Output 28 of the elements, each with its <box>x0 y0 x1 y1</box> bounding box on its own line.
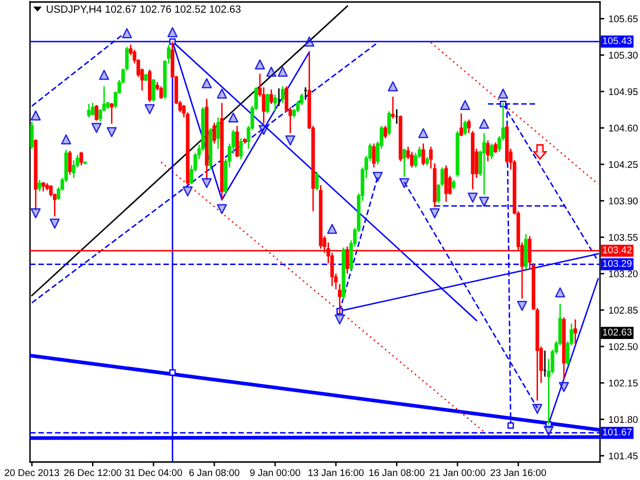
ref-line-label: 103.29 <box>603 260 632 267</box>
x-tick-label: 21 Jan 00:00 <box>430 469 486 476</box>
y-tick-label: 102.15 <box>609 380 638 387</box>
y-tick-label: 103.90 <box>609 198 638 204</box>
y-tick-label: 101.80 <box>609 416 638 423</box>
y-tick-label: 104.60 <box>609 124 638 132</box>
y-tick-label: 104.25 <box>609 161 638 168</box>
y-tick-label: 102.85 <box>609 306 638 314</box>
chart-title: USDJPY,H4 102.67 102.76 102.52 102.63 <box>46 5 241 14</box>
x-tick-label: 31 Dec 04:00 <box>124 469 182 476</box>
y-tick-label: 103.20 <box>609 270 638 278</box>
y-tick-label: 103.55 <box>609 234 638 241</box>
x-tick-label: 20 Dec 2013 <box>4 469 60 476</box>
x-tick-label: 13 Jan 16:00 <box>308 469 364 476</box>
ref-line-label: 105.43 <box>603 37 632 44</box>
y-tick-label: 105.30 <box>609 52 638 59</box>
y-tick-label: 101.45 <box>609 452 638 460</box>
x-tick-label: 16 Jan 08:00 <box>369 469 424 476</box>
x-tick-label: 6 Jan 08:00 <box>189 469 240 476</box>
ref-line-label: 101.67 <box>603 428 632 436</box>
x-tick-label: 23 Jan 16:00 <box>490 469 546 476</box>
y-tick-label: 104.95 <box>609 88 638 96</box>
annotation: 102.63 <box>603 328 632 336</box>
y-tick-label: 102.50 <box>609 343 638 350</box>
x-tick-label: 26 Dec 12:00 <box>64 469 122 476</box>
ref-line-label: 103.42 <box>603 246 632 254</box>
y-tick-label: 105.65 <box>609 15 638 22</box>
x-tick-label: 9 Jan 00:00 <box>250 469 300 476</box>
